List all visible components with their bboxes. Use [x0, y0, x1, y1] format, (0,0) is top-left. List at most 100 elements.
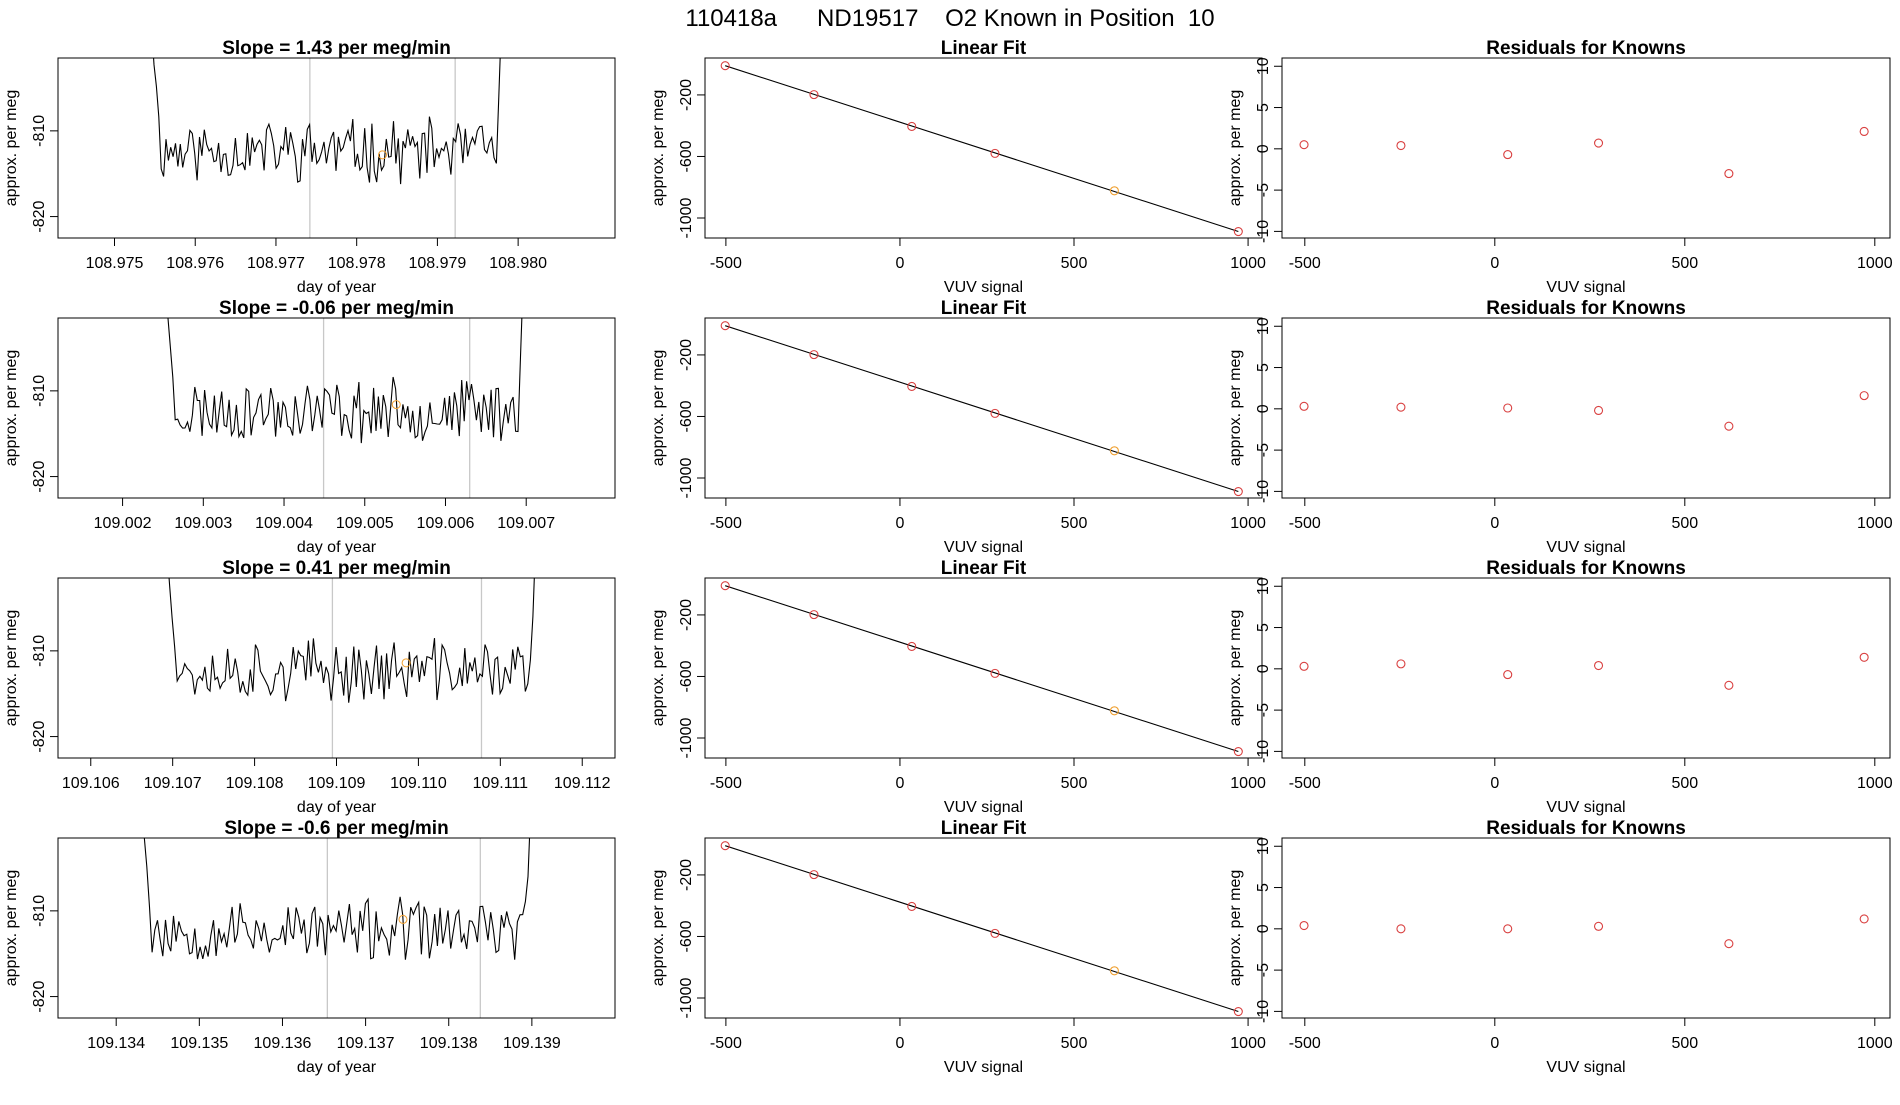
y-tick-label: 10 [1255, 57, 1272, 75]
x-tick-label: 108.980 [489, 255, 547, 272]
x-tick-label: 0 [895, 775, 904, 792]
data-trace [153, 58, 501, 185]
y-tick-label: -5 [1255, 443, 1272, 457]
panel-title: Slope = 0.41 per meg/min [222, 558, 451, 579]
panel-linear-fit-row-1: Linear Fit VUV signal approx. per meg -500 0… [650, 38, 1266, 296]
y-tick-label: -600 [678, 140, 695, 172]
x-tick-label: -500 [710, 255, 742, 272]
x-tick-label: 0 [1490, 515, 1499, 532]
x-tick-label: 108.977 [247, 255, 305, 272]
panels: Slope = 1.43 per meg/min day of year appro… [3, 38, 1893, 1076]
known-marker [391, 400, 401, 410]
plot-frame [57, 57, 616, 239]
known-marker [401, 658, 411, 668]
known-marker [378, 150, 388, 160]
plot-frame [704, 837, 1263, 1019]
plot-frame [1281, 317, 1891, 499]
x-tick-label: 1000 [1230, 255, 1266, 272]
y-axis-label: approx. per meg [3, 90, 20, 207]
x-tick-label: 109.136 [254, 1035, 312, 1052]
y-axis-label: approx. per meg [1227, 870, 1244, 987]
x-tick-label: 109.106 [62, 775, 120, 792]
x-tick-label: 1000 [1857, 515, 1893, 532]
panel-title: Linear Fit [941, 38, 1027, 59]
x-tick-label: 0 [1490, 1035, 1499, 1052]
x-tick-label: 108.978 [328, 255, 386, 272]
x-tick-label: 1000 [1230, 1035, 1266, 1052]
data-layer [168, 578, 535, 758]
fit-point [1233, 746, 1243, 757]
plot-frame [704, 577, 1263, 759]
x-tick-label: 1000 [1230, 515, 1266, 532]
fit-point [907, 901, 917, 912]
x-tick-label: -500 [710, 1035, 742, 1052]
y-axis-label: approx. per meg [650, 90, 667, 207]
panel-title: Linear Fit [941, 558, 1027, 579]
residual-point [1593, 138, 1604, 148]
y-tick-label: 10 [1255, 837, 1272, 855]
data-layer [720, 321, 1243, 497]
residual-point [1396, 659, 1406, 669]
residual-point [1724, 421, 1734, 431]
fit-point [907, 121, 917, 132]
residual-point [1396, 140, 1406, 151]
plot-frame [57, 577, 616, 759]
panel-residuals-row-1: Residuals for Knowns VUV signal approx. pe… [1227, 38, 1893, 296]
panel-linear-fit-row-3: Linear Fit VUV signal approx. per meg -500 0… [650, 558, 1266, 816]
y-tick-label: 0 [1255, 924, 1272, 933]
x-axis-label: day of year [297, 539, 377, 556]
data-layer [1299, 652, 1869, 690]
x-tick-label: -500 [710, 775, 742, 792]
data-layer [167, 318, 523, 498]
x-tick-label: 500 [1671, 1035, 1698, 1052]
x-tick-label: 500 [1671, 515, 1698, 532]
y-tick-label: -600 [678, 920, 695, 952]
plot-frame [1281, 837, 1891, 1019]
residual-point [1503, 924, 1513, 934]
fit-point-highlight [1109, 966, 1119, 976]
fit-point [990, 408, 1000, 418]
x-axis-label: VUV signal [1546, 279, 1625, 296]
fit-line [725, 65, 1239, 233]
x-tick-label: 109.137 [337, 1035, 395, 1052]
panel-linear-fit-row-4: Linear Fit VUV signal approx. per meg -500 0… [650, 818, 1266, 1076]
panel-residuals-row-4: Residuals for Knowns VUV signal approx. pe… [1227, 818, 1893, 1076]
residual-point [1593, 405, 1604, 416]
data-layer [720, 61, 1243, 237]
x-tick-label: 500 [1061, 775, 1088, 792]
residual-point [1859, 652, 1869, 662]
y-tick-label: -10 [1255, 220, 1272, 243]
y-axis-label: approx. per meg [3, 610, 20, 727]
data-trace [167, 318, 523, 444]
fit-point [1233, 486, 1243, 497]
y-axis-label: approx. per meg [1227, 350, 1244, 467]
panel-time-series-row-3: Slope = 0.41 per meg/min day of year appro… [3, 558, 616, 816]
x-tick-label: 109.134 [87, 1035, 145, 1052]
residual-point [1724, 680, 1734, 690]
x-tick-label: -500 [1289, 1035, 1321, 1052]
residual-point [1299, 920, 1309, 931]
x-tick-label: 109.109 [308, 775, 366, 792]
x-tick-label: 109.003 [174, 515, 232, 532]
fit-point [990, 668, 1000, 678]
fit-point-highlight [1109, 186, 1119, 196]
x-tick-label: 500 [1061, 515, 1088, 532]
residual-point [1859, 391, 1869, 401]
fit-line [725, 325, 1239, 493]
data-layer [153, 58, 501, 238]
x-tick-label: 109.138 [420, 1035, 478, 1052]
y-tick-label: 0 [1255, 664, 1272, 673]
residual-point [1396, 924, 1406, 934]
x-tick-label: 1000 [1230, 775, 1266, 792]
y-tick-label: -820 [31, 460, 48, 492]
x-axis-label: VUV signal [1546, 539, 1625, 556]
y-tick-label: -1000 [678, 977, 695, 1018]
y-tick-label: -200 [678, 859, 695, 891]
data-trace [168, 578, 535, 703]
x-tick-label: 109.139 [503, 1035, 561, 1052]
fit-point [720, 321, 730, 331]
data-layer [720, 841, 1243, 1017]
panel-title: Slope = -0.06 per meg/min [219, 298, 454, 319]
